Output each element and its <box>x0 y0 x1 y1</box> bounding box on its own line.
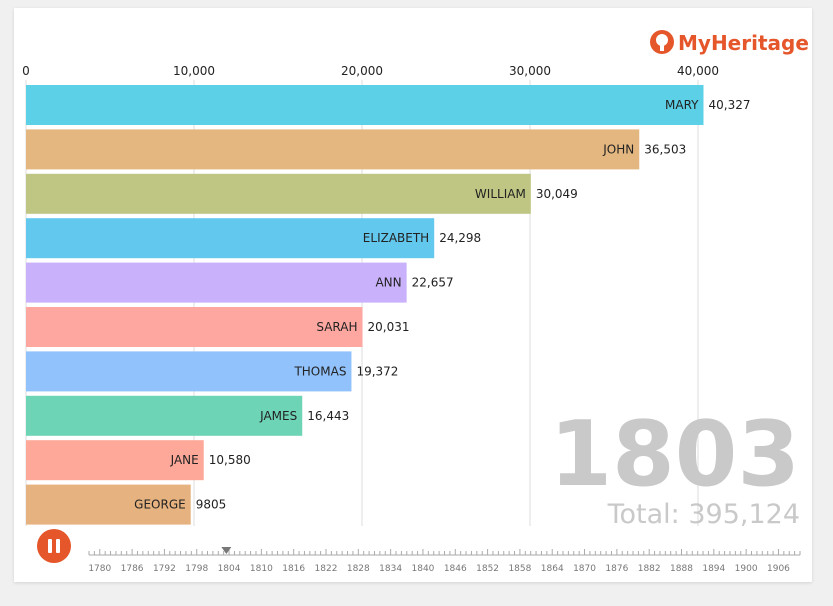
timeline-year-label: 1834 <box>379 564 402 574</box>
timeline-year-label: 1864 <box>541 564 564 574</box>
myheritage-logo: MyHeritage <box>650 30 809 55</box>
bar-name-label: SARAH <box>316 320 357 334</box>
timeline-year-label: 1840 <box>412 564 435 574</box>
bar-group: GEORGE 9805 <box>26 484 227 525</box>
bar-group: SARAH 20,031 <box>26 307 410 347</box>
bar <box>26 129 640 170</box>
bar-name-label: JAMES <box>259 409 297 423</box>
timeline-year-label: 1906 <box>767 564 790 574</box>
x-tick-label: 40,000 <box>677 64 719 78</box>
race-chart: MyHeritage 0 10,000 20,000 30,000 40,000 MAR… <box>22 30 809 574</box>
bar-value-label: 36,503 <box>644 142 686 156</box>
bar-name-label: ANN <box>375 276 401 290</box>
bar-name-label: GEORGE <box>134 498 186 512</box>
bar <box>26 262 407 303</box>
pause-button[interactable] <box>37 529 71 563</box>
bar <box>26 440 204 481</box>
bar-value-label: 16,443 <box>307 409 349 423</box>
pause-icon <box>48 539 60 553</box>
bar-group: JANE 10,580 <box>26 440 251 481</box>
timeline-year-label: 1822 <box>315 564 338 574</box>
bar-group: JAMES 16,443 <box>26 395 349 436</box>
bars: MARY 40,327 JOHN 36,503 WILLIAM 30,049 ELIZABE… <box>26 85 750 525</box>
timeline-year-label: 1858 <box>508 564 531 574</box>
bar-value-label: 22,657 <box>412 276 454 290</box>
bar-group: MARY 40,327 <box>26 85 750 125</box>
timeline-year-label: 1876 <box>605 564 628 574</box>
bar-value-label: 9805 <box>196 498 227 512</box>
bar <box>26 484 191 525</box>
total-count: Total: 395,124 <box>607 499 800 530</box>
timeline-handle[interactable] <box>221 547 232 554</box>
bar-value-label: 19,372 <box>356 364 398 378</box>
myheritage-logo-icon <box>650 30 674 54</box>
bar-group: ELIZABETH 24,298 <box>26 218 481 259</box>
bar-name-label: JOHN <box>602 142 634 156</box>
timeline-year-label: 1870 <box>573 564 596 574</box>
bar-value-label: 24,298 <box>439 231 481 245</box>
timeline-year-label: 1900 <box>735 564 758 574</box>
timeline-year-label: 1816 <box>282 564 305 574</box>
bar-group: THOMAS 19,372 <box>26 351 398 392</box>
bar-name-label: ELIZABETH <box>363 231 429 245</box>
timeline-year-label: 1852 <box>476 564 499 574</box>
timeline-year-label: 1894 <box>702 564 725 574</box>
timeline-year-label: 1780 <box>88 564 111 574</box>
x-axis-ticks: 0 10,000 20,000 30,000 40,000 <box>22 64 719 78</box>
x-tick-label: 10,000 <box>173 64 215 78</box>
timeline-year-label: 1804 <box>218 564 241 574</box>
bar-group: ANN 22,657 <box>26 262 454 303</box>
timeline-year-label: 1882 <box>638 564 661 574</box>
bar-value-label: 10,580 <box>209 453 251 467</box>
bar-name-label: WILLIAM <box>475 187 526 201</box>
bar-name-label: JANE <box>170 453 199 467</box>
timeline-year-label: 1786 <box>121 564 144 574</box>
brand-name: MyHeritage <box>678 31 809 55</box>
current-year: 1803 <box>550 402 801 507</box>
bar <box>26 307 363 347</box>
bar <box>26 351 352 392</box>
bar <box>26 218 435 259</box>
bar-name-label: THOMAS <box>293 364 346 378</box>
x-tick-label: 0 <box>22 64 30 78</box>
bar-name-label: MARY <box>665 98 699 112</box>
chart-card: MyHeritage 0 10,000 20,000 30,000 40,000 MAR… <box>14 8 812 582</box>
bar <box>26 85 704 125</box>
bar-value-label: 20,031 <box>368 320 410 334</box>
timeline-year-label: 1888 <box>670 564 693 574</box>
timeline-year-label: 1792 <box>153 564 176 574</box>
bar <box>26 173 531 214</box>
timeline-slider[interactable]: 1780 1786 1792 1798 1804 1810 1816 1822 1828 1834… <box>88 547 801 574</box>
bar-value-label: 40,327 <box>708 98 750 112</box>
x-tick-label: 20,000 <box>341 64 383 78</box>
timeline-year-label: 1810 <box>250 564 273 574</box>
bar-value-label: 30,049 <box>536 187 578 201</box>
timeline-year-label: 1798 <box>185 564 208 574</box>
bar <box>26 395 303 436</box>
x-tick-label: 30,000 <box>509 64 551 78</box>
timeline-year-label: 1828 <box>347 564 370 574</box>
bar-group: WILLIAM 30,049 <box>26 173 578 214</box>
bar-group: JOHN 36,503 <box>26 129 686 170</box>
timeline-year-label: 1846 <box>444 564 467 574</box>
